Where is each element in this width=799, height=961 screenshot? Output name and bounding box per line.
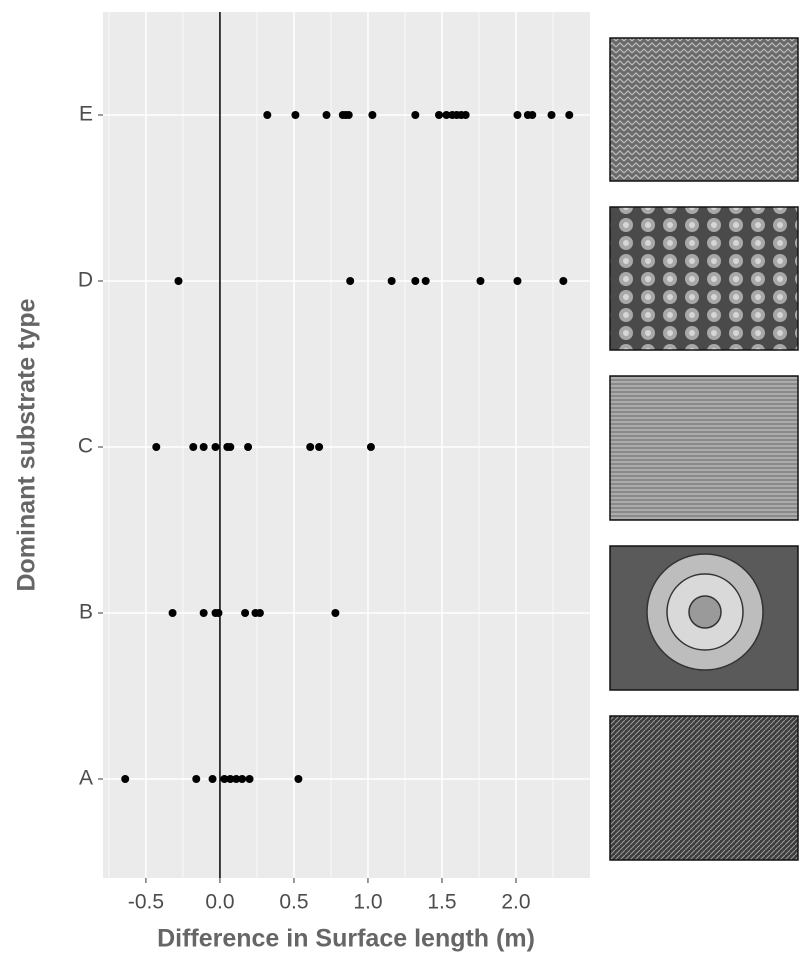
x-tick-label: -0.5 xyxy=(128,891,164,914)
photo xyxy=(610,207,798,350)
point xyxy=(462,111,470,119)
chart: Difference in Surface length (m) Dominan… xyxy=(0,0,799,956)
point xyxy=(152,443,160,451)
point xyxy=(169,609,177,617)
point xyxy=(294,775,302,783)
point xyxy=(174,277,182,285)
point xyxy=(121,775,129,783)
point xyxy=(238,775,246,783)
y-tick-label: E xyxy=(79,103,93,126)
point xyxy=(513,111,521,119)
y-tick-label: C xyxy=(78,435,93,458)
y-tick-label: D xyxy=(78,269,93,292)
point xyxy=(346,277,354,285)
x-tick-label: 2.0 xyxy=(501,891,530,914)
point xyxy=(209,775,217,783)
x-tick-label: 1.0 xyxy=(353,891,382,914)
x-tick-label: 1.5 xyxy=(427,891,456,914)
point xyxy=(189,443,197,451)
photo-shape xyxy=(647,554,763,670)
point xyxy=(565,111,573,119)
point xyxy=(331,609,339,617)
point xyxy=(411,277,419,285)
point xyxy=(291,111,299,119)
point xyxy=(559,277,567,285)
point xyxy=(241,609,249,617)
x-tick-label: 0.0 xyxy=(205,891,234,914)
point xyxy=(435,111,443,119)
point xyxy=(226,443,234,451)
y-tick-label: B xyxy=(79,601,93,624)
point xyxy=(513,277,521,285)
photo xyxy=(610,376,798,520)
x-tick-label: 0.5 xyxy=(279,891,308,914)
point xyxy=(315,443,323,451)
point xyxy=(548,111,556,119)
y-tick-label: A xyxy=(79,767,93,790)
point xyxy=(476,277,484,285)
point xyxy=(306,443,314,451)
point xyxy=(411,111,419,119)
photo xyxy=(610,38,798,181)
point xyxy=(345,111,353,119)
point xyxy=(214,609,222,617)
photos xyxy=(610,38,798,860)
point xyxy=(263,111,271,119)
point xyxy=(388,277,396,285)
y-axis-title: Dominant substrate type xyxy=(13,298,41,591)
photo xyxy=(610,716,798,860)
point xyxy=(200,443,208,451)
point xyxy=(422,277,430,285)
point xyxy=(244,443,252,451)
plot-panel xyxy=(103,12,590,878)
point xyxy=(246,775,254,783)
point xyxy=(211,443,219,451)
point xyxy=(200,609,208,617)
point xyxy=(367,443,375,451)
point xyxy=(528,111,536,119)
point xyxy=(368,111,376,119)
point xyxy=(323,111,331,119)
x-axis-title: Difference in Surface length (m) xyxy=(157,925,535,953)
point xyxy=(256,609,264,617)
point xyxy=(192,775,200,783)
